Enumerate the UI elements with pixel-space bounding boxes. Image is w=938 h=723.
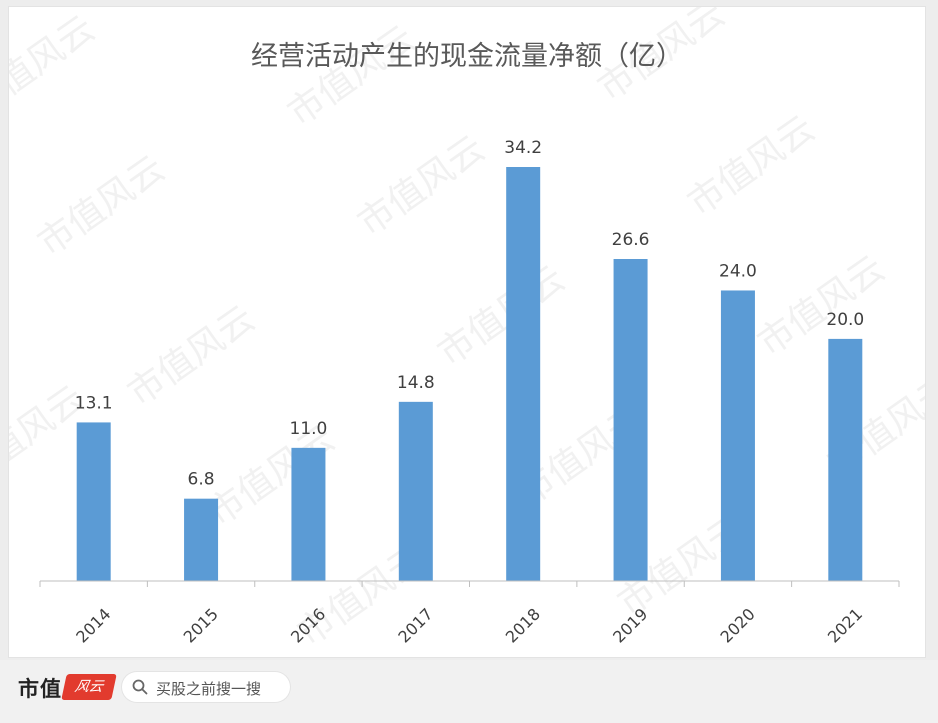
bars-layer: 13.1 6.8 11.0 14.8 34.2 26.6 24.0 20.0: [75, 138, 864, 581]
data-label-2015: 6.8: [188, 470, 215, 490]
x-tick-label-2017: 2017: [394, 604, 436, 646]
watermark-text: 市值风云: [431, 258, 572, 374]
data-label-2020: 24.0: [719, 261, 757, 281]
x-tick-label-2018: 2018: [502, 604, 544, 646]
x-axis-ticks: 2014 2015 2016 2017 2018 2019 2020 2021: [39, 581, 900, 647]
brand-logo: 风云: [61, 674, 117, 700]
search-box[interactable]: 买股之前搜一搜: [122, 672, 290, 702]
data-label-2019: 26.6: [612, 230, 650, 250]
search-icon: [132, 679, 148, 695]
watermark-text: 市值风云: [351, 128, 492, 244]
bar-2018: [506, 167, 541, 581]
bar-2015: [184, 498, 219, 581]
watermark-text: 市值风云: [9, 8, 102, 124]
watermark-text: 市值风云: [121, 298, 262, 414]
search-placeholder: 买股之前搜一搜: [156, 680, 262, 698]
data-label-2014: 13.1: [75, 393, 113, 413]
bar-2016: [291, 447, 326, 581]
data-label-2021: 20.0: [826, 310, 864, 330]
bar-2021: [828, 338, 863, 581]
bar-2020: [720, 290, 755, 581]
bar-2019: [613, 259, 648, 581]
chart-title: 经营活动产生的现金流量净额（亿）: [251, 41, 683, 72]
watermark-text: 市值风云: [281, 18, 422, 134]
footer-bar: 市值 风云 买股之前搜一搜: [0, 660, 938, 723]
x-tick-label-2021: 2021: [824, 604, 866, 646]
data-label-2017: 14.8: [397, 373, 435, 393]
x-tick-label-2015: 2015: [180, 604, 222, 646]
watermark-text: 市值风云: [681, 108, 822, 224]
bar-2017: [398, 401, 433, 581]
data-label-2018: 34.2: [504, 138, 542, 158]
watermark-text: 市值风云: [751, 248, 892, 364]
data-label-2016: 11.0: [290, 419, 328, 439]
x-tick-label-2020: 2020: [717, 604, 759, 646]
chart-card: 市值风云 市值风云 市值风云 市值风云 市值风云 市值风云 市值风云 市值风云 市值风云 市值风云…: [8, 6, 926, 658]
brand-name: 市值: [18, 676, 62, 701]
bar-2014: [76, 422, 111, 581]
watermark-text: 市值风云: [31, 148, 172, 264]
x-tick-label-2014: 2014: [72, 604, 114, 646]
